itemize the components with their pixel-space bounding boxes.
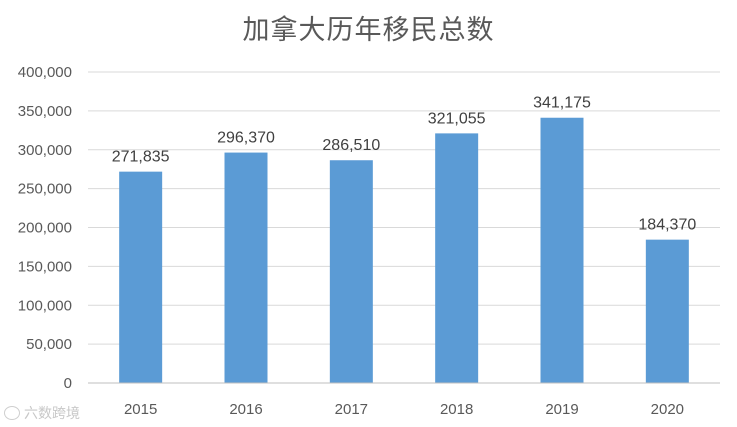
data-labels: 271,835 296,370 286,510 321,055 341,175 184,3… [112,95,697,234]
y-tick-label: 300,000 [18,142,72,159]
y-tick-label: 100,000 [18,297,72,314]
y-tick-label: 350,000 [18,103,72,120]
bar-2015 [119,171,163,383]
bars [119,117,689,383]
watermark: 六数跨境 [4,403,80,423]
data-label: 271,835 [112,149,170,166]
data-label: 341,175 [533,95,591,112]
bar-2018 [435,133,479,383]
y-axis: 0 50,000 100,000 150,000 200,000 250,000 300,0… [18,64,72,392]
y-tick-label: 150,000 [18,258,72,275]
y-tick-label: 200,000 [18,220,72,237]
x-axis: 2015 2016 2017 2018 2019 2020 [88,382,720,418]
gridlines [88,71,720,384]
data-label: 184,370 [638,217,696,234]
x-tick-label: 2017 [335,401,368,418]
y-tick-label: 0 [64,375,72,392]
chart-title: 加拿大历年移民总数 [242,15,495,46]
data-label: 296,370 [217,130,275,147]
watermark-text: 六数跨境 [24,406,80,422]
x-tick-label: 2019 [545,401,578,418]
y-tick-label: 250,000 [18,181,72,198]
bar-2017 [329,160,373,383]
x-tick-label: 2020 [651,401,684,418]
bar-2016 [224,152,268,383]
x-tick-label: 2018 [440,401,473,418]
bar-2020 [645,239,689,383]
bar-2019 [540,117,584,383]
watermark-logo-icon [4,406,20,420]
y-tick-label: 50,000 [26,336,72,353]
x-tick-label: 2015 [124,401,157,418]
y-tick-label: 400,000 [18,64,72,81]
x-tick-label: 2016 [229,401,262,418]
data-label: 321,055 [428,110,486,127]
data-label: 286,510 [322,137,380,154]
